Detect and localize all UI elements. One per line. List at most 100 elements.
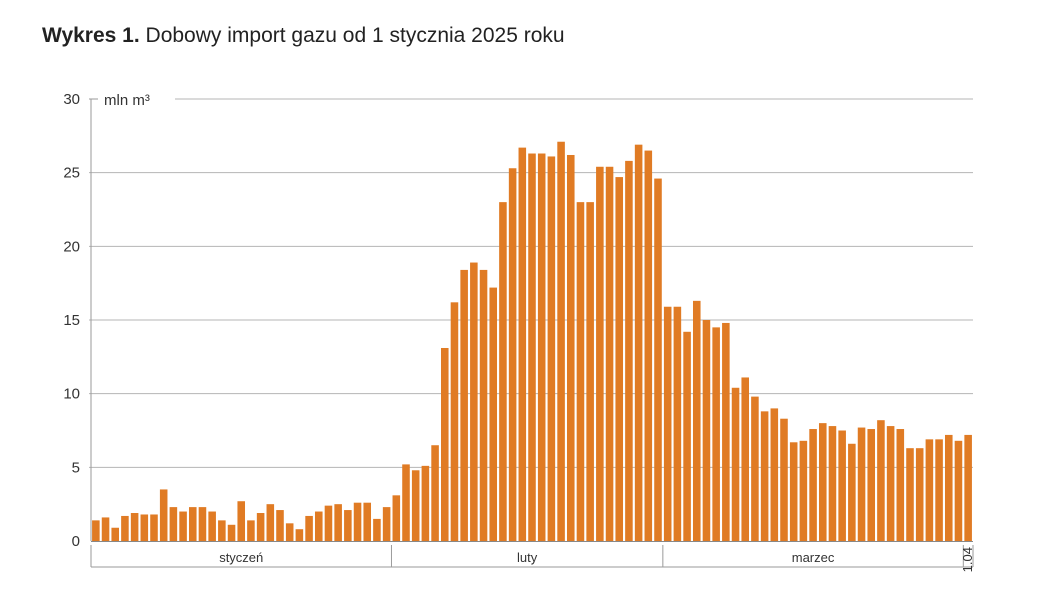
bar	[421, 465, 430, 541]
bar	[208, 511, 216, 541]
bar	[431, 445, 439, 541]
bar	[760, 411, 769, 541]
bar	[780, 418, 788, 541]
bar	[828, 426, 837, 541]
bar	[266, 504, 275, 541]
bar	[285, 523, 294, 541]
bar	[169, 507, 178, 541]
bar	[489, 287, 498, 541]
bar	[150, 514, 158, 541]
bar	[159, 489, 168, 541]
bar	[247, 520, 255, 541]
bar	[179, 511, 187, 541]
bar	[276, 510, 284, 541]
bar	[518, 147, 527, 541]
bar	[838, 430, 846, 541]
bar	[886, 426, 895, 541]
bar	[625, 160, 633, 541]
y-tick-label: 10	[63, 386, 80, 403]
bar	[906, 448, 914, 541]
bar	[634, 144, 643, 542]
bar	[440, 347, 449, 541]
bar	[896, 429, 905, 541]
bar	[314, 511, 323, 541]
bar	[334, 504, 342, 541]
bar	[363, 502, 372, 541]
bar	[741, 377, 750, 541]
bar	[140, 514, 149, 541]
bar	[382, 507, 391, 541]
bar	[547, 156, 556, 541]
bars	[92, 141, 972, 542]
bar	[479, 269, 488, 541]
bar	[848, 443, 856, 541]
bar	[799, 440, 808, 541]
bar	[111, 527, 120, 541]
bar	[964, 434, 972, 541]
bar	[470, 262, 478, 541]
bar	[818, 423, 827, 541]
bar	[256, 513, 265, 541]
bar	[654, 178, 662, 541]
month-labels: styczeń luty marzec 1.04	[219, 547, 975, 572]
bar	[499, 202, 507, 541]
bar	[392, 495, 401, 541]
y-tick-label: 20	[63, 238, 80, 255]
bar	[305, 515, 313, 541]
bar	[188, 507, 197, 541]
bar	[324, 505, 333, 541]
bar	[877, 420, 885, 541]
bar	[566, 154, 575, 542]
axes	[90, 99, 974, 568]
bar	[450, 302, 459, 541]
bar	[857, 427, 866, 541]
chart-title-prefix: Wykres 1.	[42, 24, 140, 47]
bar	[615, 177, 624, 541]
bar	[218, 520, 226, 541]
chart-title-text: Dobowy import gazu od 1 stycznia 2025 ro…	[145, 24, 565, 47]
bar	[353, 502, 362, 541]
bar	[92, 520, 100, 541]
bar	[809, 429, 817, 541]
bar	[101, 517, 110, 541]
bar	[683, 331, 691, 541]
bar	[237, 501, 246, 541]
bar	[411, 470, 420, 541]
month-label: marzec	[792, 550, 835, 565]
bar	[508, 168, 517, 541]
bar	[576, 202, 585, 541]
bar	[751, 396, 759, 541]
bar	[944, 434, 953, 541]
bar	[596, 166, 604, 541]
bar	[537, 153, 546, 541]
month-label: luty	[517, 550, 538, 565]
end-date-label: 1.04	[960, 547, 975, 572]
y-tick-label: 15	[63, 312, 80, 329]
bar	[789, 442, 798, 541]
y-tick-label: 0	[72, 533, 80, 550]
bar	[605, 166, 614, 541]
month-label: styczeń	[219, 550, 263, 565]
bar	[130, 513, 139, 541]
bar	[227, 524, 236, 541]
bar	[402, 464, 410, 541]
bar	[712, 327, 720, 541]
bar	[954, 440, 963, 541]
bar	[702, 320, 711, 541]
bar	[925, 439, 934, 541]
y-tick-label: 5	[72, 459, 80, 476]
bar	[373, 518, 381, 541]
bar	[692, 300, 701, 541]
bar	[644, 150, 653, 541]
y-axis-unit-label: mln m³	[104, 92, 150, 109]
bar	[121, 515, 129, 541]
bar	[770, 408, 779, 541]
bar	[915, 448, 924, 541]
bar	[867, 429, 876, 541]
bar	[722, 322, 730, 541]
bar	[344, 510, 352, 541]
bar	[557, 141, 565, 542]
bar	[731, 387, 740, 541]
bar	[935, 439, 943, 541]
